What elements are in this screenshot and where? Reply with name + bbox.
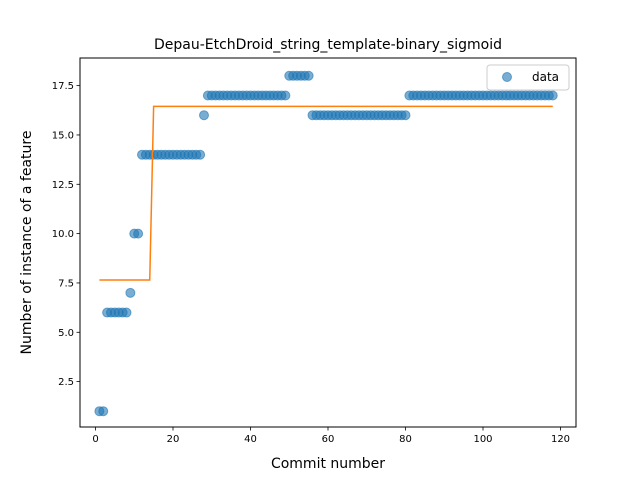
y-tick-label-2: 7.5 — [58, 278, 74, 289]
data-point-26 — [195, 149, 206, 160]
x-tick-label-2: 40 — [244, 434, 257, 445]
data-point-27 — [199, 110, 209, 121]
data-point-79 — [400, 110, 411, 121]
x-tick-label-1: 20 — [167, 434, 180, 445]
y-tick-label-6: 17.5 — [52, 81, 74, 92]
y-tick-label-3: 10.0 — [52, 229, 74, 240]
fit-line — [99, 105, 553, 281]
legend-box — [486, 64, 570, 91]
legend-marker-data — [502, 72, 512, 82]
data-point-48 — [280, 90, 291, 101]
data-point-1 — [98, 406, 109, 417]
legend-label-data: data — [532, 70, 559, 84]
data-point-7 — [121, 307, 132, 318]
data-point-54 — [303, 70, 314, 81]
y-tick-label-5: 15.0 — [52, 130, 74, 141]
y-tick-label-1: 5.0 — [58, 328, 74, 339]
x-tick-label-4: 80 — [399, 434, 412, 445]
x-tick-label-5: 100 — [473, 434, 492, 445]
data-point-8 — [125, 287, 136, 298]
chart-title: Depau-EtchDroid_string_template-binary_s… — [154, 37, 502, 53]
y-axis-label: Number of instance of a feature — [19, 131, 35, 355]
x-tick-label-6: 120 — [551, 434, 570, 445]
y-tick-label-4: 12.5 — [52, 180, 74, 191]
data-point-117 — [547, 90, 558, 101]
y-axis: 2.5 5.0 7.5 10.0 12.5 15.0 17.5 — [52, 81, 80, 388]
x-tick-label-0: 0 — [92, 434, 98, 445]
plot-series — [94, 70, 558, 417]
data-point-10 — [133, 228, 144, 239]
x-axis-label: Commit number — [271, 456, 385, 472]
y-tick-label-0: 2.5 — [58, 377, 74, 388]
legend: data — [486, 64, 570, 91]
x-tick-label-3: 60 — [322, 434, 335, 445]
x-axis: 0 20 40 60 80 100 120 — [92, 427, 570, 445]
